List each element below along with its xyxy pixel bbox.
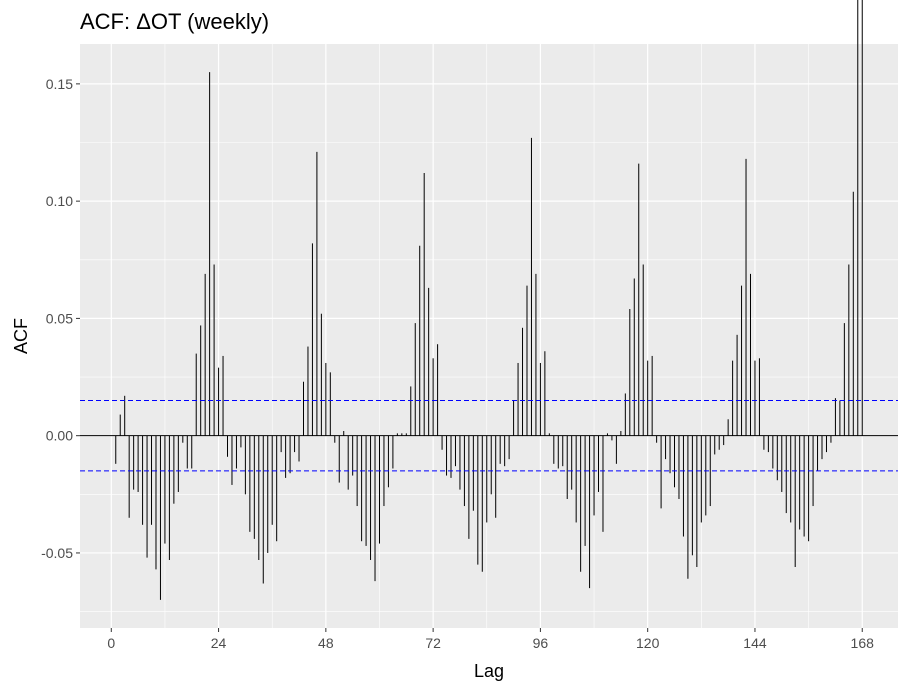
y-tick-label: -0.05 — [41, 545, 73, 561]
x-tick-label: 0 — [107, 635, 115, 651]
y-tick-label: 0.10 — [46, 193, 73, 209]
y-tick-label: 0.05 — [46, 310, 73, 326]
x-tick-label: 72 — [425, 635, 441, 651]
y-tick-label: 0.00 — [46, 428, 73, 444]
x-tick-label: 168 — [851, 635, 875, 651]
y-axis-title: ACF — [11, 318, 31, 354]
x-tick-label: 96 — [533, 635, 549, 651]
acf-bars — [115, 0, 863, 600]
y-tick-label: 0.15 — [46, 76, 73, 92]
x-axis-ticks: 0 24 48 72 96 120 144 168 — [107, 628, 874, 651]
minor-gridlines — [80, 44, 898, 628]
y-axis-ticks: -0.05 0.00 0.05 0.10 0.15 — [41, 76, 80, 561]
x-tick-label: 120 — [636, 635, 660, 651]
x-axis-title: Lag — [474, 661, 504, 681]
x-tick-label: 48 — [318, 635, 334, 651]
x-tick-label: 144 — [743, 635, 767, 651]
plot-panel — [80, 44, 898, 628]
chart-title: ACF: ΔOT (weekly) — [80, 9, 269, 34]
x-tick-label: 24 — [211, 635, 227, 651]
